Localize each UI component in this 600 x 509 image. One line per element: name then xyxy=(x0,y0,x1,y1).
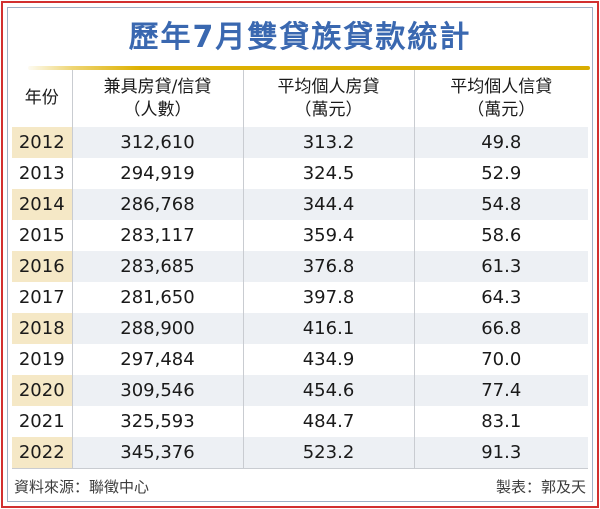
table-row: 2020 309,546 454.6 77.4 xyxy=(12,375,588,406)
year-cell: 2014 xyxy=(12,189,72,220)
gold-divider-line xyxy=(28,66,590,70)
credit-cell: 49.8 xyxy=(413,127,588,158)
year-cell: 2019 xyxy=(12,344,72,375)
page-title: 歷年7月雙貸族貸款統計 xyxy=(128,20,472,55)
mortgage-cell: 344.4 xyxy=(242,189,414,220)
year-cell: 2013 xyxy=(12,158,72,189)
count-cell: 294,919 xyxy=(71,158,243,189)
col-header-count-line1: 兼具房貸/信貸 xyxy=(103,76,212,97)
credit-cell: 52.9 xyxy=(413,158,588,189)
table-credit-note: 製表：郭及天 xyxy=(495,478,586,496)
data-source-note: 資料來源：聯徵中心 xyxy=(14,478,150,496)
col-header-count: 兼具房貸/信貸 （人數） xyxy=(71,70,243,127)
count-cell: 345,376 xyxy=(71,437,243,469)
count-cell: 283,117 xyxy=(71,220,243,251)
header-row: 年份 兼具房貸/信貸 （人數） 平均個人房貸 （萬元） 平均個人信貸 （萬元） xyxy=(12,70,588,127)
col-header-credit-line1: 平均個人信貸 xyxy=(450,76,553,97)
year-cell: 2016 xyxy=(12,251,72,282)
col-header-year-label: 年份 xyxy=(24,88,59,109)
col-header-year: 年份 xyxy=(12,70,72,127)
count-cell: 312,610 xyxy=(71,127,243,158)
year-cell: 2022 xyxy=(12,437,72,469)
col-header-mortgage: 平均個人房貸 （萬元） xyxy=(242,70,414,127)
count-cell: 281,650 xyxy=(71,282,243,313)
mortgage-cell: 434.9 xyxy=(242,344,414,375)
col-header-credit: 平均個人信貸 （萬元） xyxy=(413,70,588,127)
year-cell: 2012 xyxy=(12,127,72,158)
mortgage-cell: 376.8 xyxy=(242,251,414,282)
count-cell: 283,685 xyxy=(71,251,243,282)
table-row: 2016 283,685 376.8 61.3 xyxy=(12,251,588,282)
credit-cell: 58.6 xyxy=(413,220,588,251)
year-cell: 2018 xyxy=(12,313,72,344)
credit-cell: 64.3 xyxy=(413,282,588,313)
year-cell: 2020 xyxy=(12,375,72,406)
col-header-count-line2: （人數） xyxy=(123,99,192,120)
mortgage-cell: 416.1 xyxy=(242,313,414,344)
col-header-mortgage-line2: （萬元） xyxy=(294,99,363,120)
credit-cell: 66.8 xyxy=(413,313,588,344)
table-row: 2013 294,919 324.5 52.9 xyxy=(12,158,588,189)
table-row: 2012 312,610 313.2 49.8 xyxy=(12,127,588,158)
table-row: 2019 297,484 434.9 70.0 xyxy=(12,344,588,375)
col-header-credit-line2: （萬元） xyxy=(467,99,536,120)
credit-cell: 77.4 xyxy=(413,375,588,406)
table-row: 2014 286,768 344.4 54.8 xyxy=(12,189,588,220)
credit-cell: 83.1 xyxy=(413,406,588,437)
table-row: 2022 345,376 523.2 91.3 xyxy=(12,437,588,469)
credit-cell: 91.3 xyxy=(413,437,588,469)
mortgage-cell: 359.4 xyxy=(242,220,414,251)
content-frame: 歷年7月雙貸族貸款統計 年份 兼具房貸/信貸 （人數） 平均個人房貸 （萬元） xyxy=(7,7,593,502)
col-header-mortgage-line1: 平均個人房貸 xyxy=(277,76,380,97)
count-cell: 288,900 xyxy=(71,313,243,344)
credit-cell: 54.8 xyxy=(413,189,588,220)
credit-cell: 70.0 xyxy=(413,344,588,375)
loans-table: 年份 兼具房貸/信貸 （人數） 平均個人房貸 （萬元） 平均個人信貸 （萬元） … xyxy=(12,70,588,469)
table-row: 2017 281,650 397.8 64.3 xyxy=(12,282,588,313)
count-cell: 309,546 xyxy=(71,375,243,406)
count-cell: 325,593 xyxy=(71,406,243,437)
mortgage-cell: 397.8 xyxy=(242,282,414,313)
mortgage-cell: 313.2 xyxy=(242,127,414,158)
mortgage-cell: 484.7 xyxy=(242,406,414,437)
table-row: 2021 325,593 484.7 83.1 xyxy=(12,406,588,437)
count-cell: 297,484 xyxy=(71,344,243,375)
mortgage-cell: 324.5 xyxy=(242,158,414,189)
count-cell: 286,768 xyxy=(71,189,243,220)
mortgage-cell: 523.2 xyxy=(242,437,414,469)
table-row: 2015 283,117 359.4 58.6 xyxy=(12,220,588,251)
table-row: 2018 288,900 416.1 66.8 xyxy=(12,313,588,344)
year-cell: 2017 xyxy=(12,282,72,313)
mortgage-cell: 454.6 xyxy=(242,375,414,406)
year-cell: 2021 xyxy=(12,406,72,437)
table-footer: 資料來源：聯徵中心 製表：郭及天 xyxy=(10,469,590,497)
year-cell: 2015 xyxy=(12,220,72,251)
credit-cell: 61.3 xyxy=(413,251,588,282)
